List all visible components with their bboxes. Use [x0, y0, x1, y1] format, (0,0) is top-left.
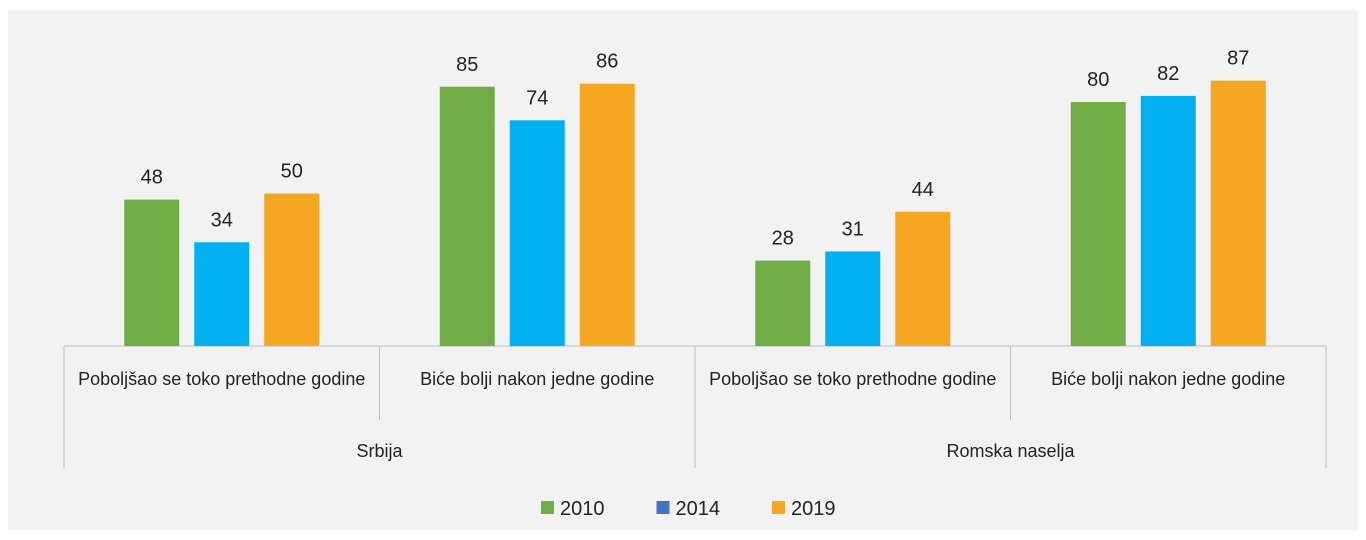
data-label: 86 — [596, 51, 618, 73]
x-tick-label: Poboljšao se toko prethodne godine — [709, 369, 997, 389]
x-tick-label: Biće bolji nakon jedne godine — [1051, 369, 1286, 389]
bar — [124, 199, 180, 346]
bar — [579, 83, 635, 346]
data-label: 48 — [141, 167, 163, 189]
data-label: 74 — [526, 87, 548, 109]
bar — [1070, 102, 1126, 346]
bar — [264, 193, 320, 346]
data-label: 28 — [772, 228, 794, 250]
legend-label: 2019 — [791, 498, 836, 520]
bar — [439, 86, 495, 346]
data-label: 34 — [211, 209, 233, 231]
bar — [509, 120, 565, 346]
legend-label: 2014 — [676, 498, 721, 520]
x-tick-label: Poboljšao se toko prethodne godine — [78, 369, 366, 389]
bar — [1210, 80, 1266, 347]
data-label: 87 — [1227, 48, 1249, 70]
legend-swatch — [656, 501, 670, 514]
legend-swatch — [541, 501, 554, 514]
data-label: 80 — [1087, 69, 1109, 91]
group-label: Srbija — [356, 441, 403, 461]
data-label: 85 — [456, 54, 478, 76]
data-label: 50 — [281, 161, 303, 183]
bar — [194, 242, 250, 346]
bar — [825, 251, 881, 346]
bar — [895, 211, 951, 346]
x-tick-label: Biće bolji nakon jedne godine — [420, 369, 655, 389]
legend-label: 2010 — [560, 498, 605, 520]
data-label: 82 — [1157, 63, 1179, 85]
bar — [1140, 95, 1196, 347]
bar — [755, 260, 811, 346]
data-label: 44 — [912, 179, 934, 201]
group-label: Romska naselja — [946, 441, 1075, 461]
data-label: 31 — [842, 218, 864, 240]
legend-swatch — [772, 501, 785, 514]
